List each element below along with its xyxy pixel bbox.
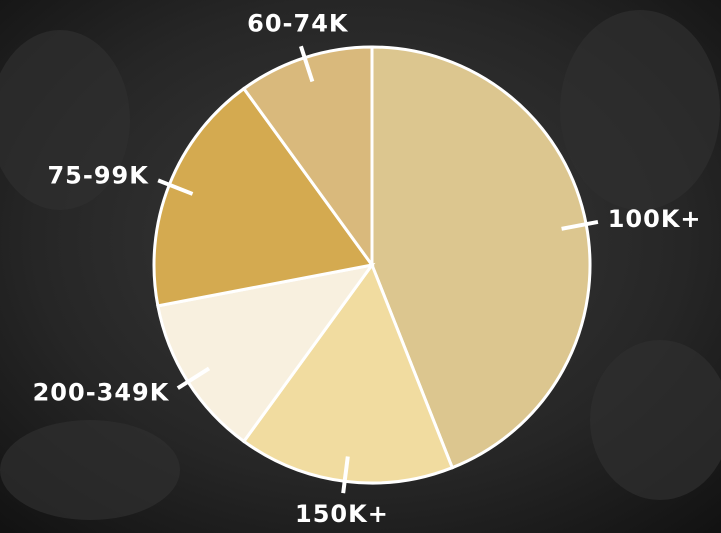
slice-label: 200-349K (33, 379, 170, 407)
slice-label: 60-74K (247, 10, 349, 38)
slice-label: 100K+ (608, 205, 702, 233)
page: 100K+150K+200-349K75-99K60-74K (() => { … (0, 0, 721, 533)
chart: 100K+ 150K+ 200-349K 75-99K 60-74K (0, 0, 721, 533)
slice-label: 150K+ (295, 500, 389, 528)
slice-label: 75-99K (47, 162, 149, 190)
